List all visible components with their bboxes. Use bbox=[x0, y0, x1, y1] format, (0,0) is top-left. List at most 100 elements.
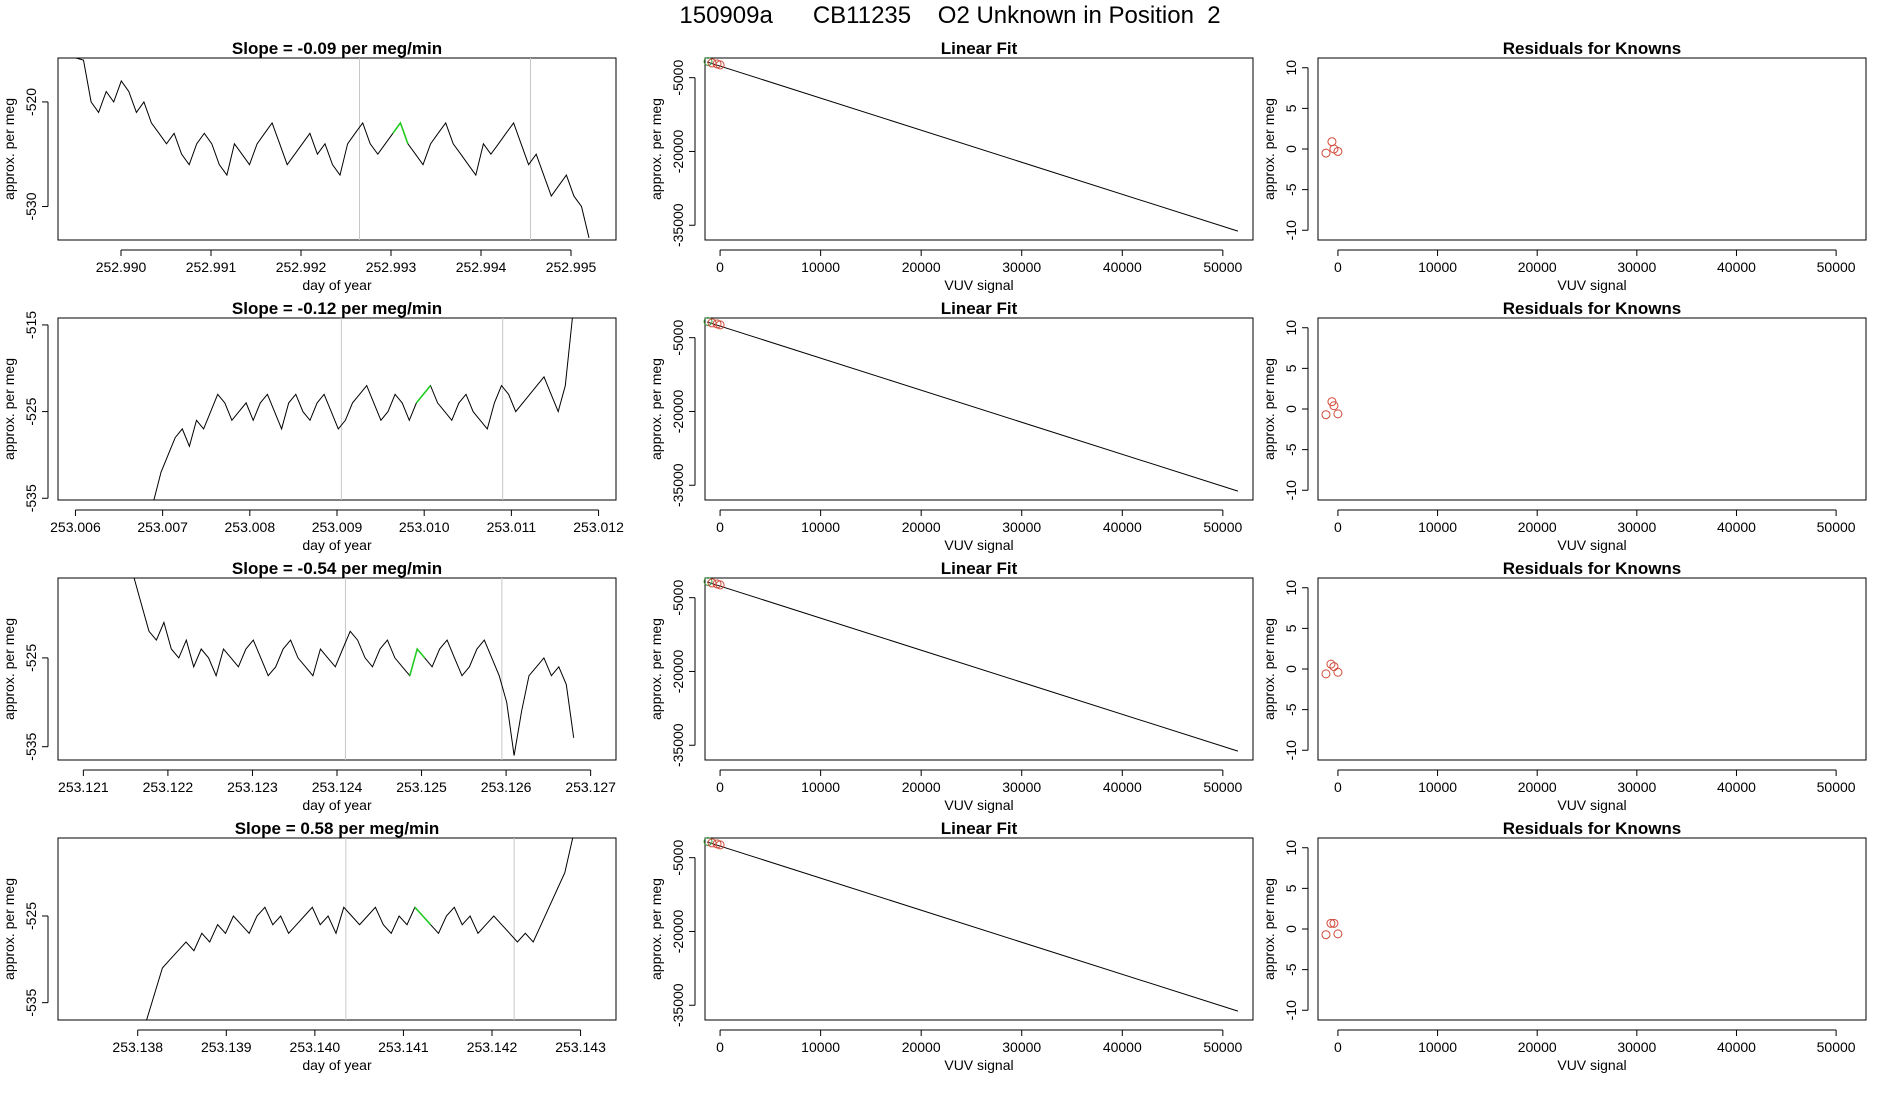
resid-y-tick-label: -10 bbox=[1283, 480, 1299, 500]
time-y-tick-label: -525 bbox=[23, 644, 39, 672]
resid-y-tick-label: 10 bbox=[1283, 580, 1299, 596]
resid-panel-title: Residuals for Knowns bbox=[1503, 299, 1682, 318]
fit-x-tick-label: 40000 bbox=[1103, 519, 1142, 535]
time-x-tick-label: 253.142 bbox=[467, 1039, 518, 1055]
resid-x-tick-label: 50000 bbox=[1817, 259, 1856, 275]
fit-y-tick-label: -5000 bbox=[670, 840, 686, 876]
resid-panel-frame bbox=[1317, 317, 1867, 501]
resid-panel-frame bbox=[1317, 837, 1867, 1021]
time-series-line bbox=[133, 577, 575, 756]
time-series-line bbox=[75, 57, 590, 239]
resid-y-tick-label: -10 bbox=[1283, 220, 1299, 240]
time-y-axis-label: approx. per meg bbox=[1, 878, 17, 980]
fit-y-tick-label: -20000 bbox=[670, 129, 686, 173]
resid-y-tick-label: 10 bbox=[1283, 320, 1299, 336]
time-x-tick-label: 253.122 bbox=[143, 779, 194, 795]
fit-unknown-point bbox=[703, 56, 713, 66]
resid-y-tick-label: 10 bbox=[1283, 840, 1299, 856]
fit-x-tick-label: 10000 bbox=[801, 259, 840, 275]
time-x-tick-label: 253.012 bbox=[573, 519, 624, 535]
fit-x-tick-label: 0 bbox=[716, 779, 724, 795]
time-x-tick-label: 253.140 bbox=[290, 1039, 341, 1055]
fit-y-axis-label: approx. per meg bbox=[648, 98, 664, 200]
time-x-tick-label: 253.010 bbox=[399, 519, 450, 535]
time-panel-title: Slope = -0.54 per meg/min bbox=[232, 559, 442, 578]
fit-x-tick-label: 0 bbox=[716, 1039, 724, 1055]
fit-x-tick-label: 20000 bbox=[902, 259, 941, 275]
resid-y-axis-label: approx. per meg bbox=[1261, 358, 1277, 460]
fit-x-tick-label: 0 bbox=[716, 519, 724, 535]
resid-y-tick-label: -5 bbox=[1283, 963, 1299, 976]
resid-y-tick-label: 5 bbox=[1283, 624, 1299, 632]
time-panel-frame bbox=[57, 577, 617, 761]
fit-x-tick-label: 40000 bbox=[1103, 1039, 1142, 1055]
resid-y-axis-label: approx. per meg bbox=[1261, 618, 1277, 720]
time-x-tick-label: 253.008 bbox=[225, 519, 276, 535]
time-x-tick-label: 252.991 bbox=[186, 259, 237, 275]
time-panel-title: Slope = -0.12 per meg/min bbox=[232, 299, 442, 318]
time-x-tick-label: 253.007 bbox=[137, 519, 188, 535]
resid-x-tick-label: 50000 bbox=[1817, 779, 1856, 795]
resid-y-tick-label: 0 bbox=[1283, 405, 1299, 413]
resid-x-tick-label: 10000 bbox=[1418, 779, 1457, 795]
time-x-tick-label: 253.127 bbox=[565, 779, 616, 795]
resid-panel-frame bbox=[1317, 57, 1867, 241]
time-y-tick-label: -535 bbox=[23, 732, 39, 760]
fit-x-tick-label: 40000 bbox=[1103, 779, 1142, 795]
time-x-tick-label: 252.995 bbox=[546, 259, 597, 275]
time-series-highlight bbox=[414, 906, 432, 926]
resid-x-tick-label: 0 bbox=[1334, 259, 1342, 275]
time-x-axis-label: day of year bbox=[302, 277, 372, 293]
time-panel-frame bbox=[57, 837, 617, 1021]
residual-point bbox=[1327, 397, 1337, 407]
resid-y-tick-label: -5 bbox=[1283, 183, 1299, 196]
fit-x-axis-label: VUV signal bbox=[944, 277, 1013, 293]
fit-y-axis-label: approx. per meg bbox=[648, 618, 664, 720]
fit-x-tick-label: 0 bbox=[716, 259, 724, 275]
fit-x-axis-label: VUV signal bbox=[944, 537, 1013, 553]
time-x-tick-label: 253.009 bbox=[312, 519, 363, 535]
residual-point bbox=[1321, 669, 1331, 679]
fit-y-tick-label: -35000 bbox=[670, 203, 686, 247]
time-y-tick-label: -535 bbox=[23, 484, 39, 512]
time-x-tick-label: 252.994 bbox=[456, 259, 507, 275]
resid-x-tick-label: 40000 bbox=[1717, 519, 1756, 535]
time-x-tick-label: 253.011 bbox=[487, 519, 537, 535]
time-x-tick-label: 253.006 bbox=[50, 519, 101, 535]
time-x-tick-label: 253.138 bbox=[112, 1039, 163, 1055]
resid-x-tick-label: 0 bbox=[1334, 1039, 1342, 1055]
time-x-tick-label: 253.141 bbox=[378, 1039, 429, 1055]
fit-x-tick-label: 20000 bbox=[902, 779, 941, 795]
fit-x-tick-label: 30000 bbox=[1002, 519, 1041, 535]
resid-y-tick-label: 0 bbox=[1283, 665, 1299, 673]
time-y-tick-label: -525 bbox=[23, 902, 39, 930]
time-x-tick-label: 253.143 bbox=[555, 1039, 606, 1055]
time-x-tick-label: 253.123 bbox=[227, 779, 278, 795]
resid-x-tick-label: 40000 bbox=[1717, 259, 1756, 275]
fit-y-tick-label: -20000 bbox=[670, 909, 686, 953]
fit-x-tick-label: 50000 bbox=[1203, 1039, 1242, 1055]
resid-y-tick-label: 5 bbox=[1283, 884, 1299, 892]
fit-line bbox=[706, 61, 1239, 232]
resid-x-tick-label: 30000 bbox=[1617, 779, 1656, 795]
resid-y-axis-label: approx. per meg bbox=[1261, 98, 1277, 200]
time-x-tick-label: 253.126 bbox=[481, 779, 532, 795]
time-x-axis-label: day of year bbox=[302, 537, 372, 553]
resid-y-tick-label: 10 bbox=[1283, 60, 1299, 76]
fit-x-tick-label: 10000 bbox=[801, 519, 840, 535]
resid-panel-frame bbox=[1317, 577, 1867, 761]
fit-y-tick-label: -20000 bbox=[670, 649, 686, 693]
resid-x-axis-label: VUV signal bbox=[1557, 797, 1626, 813]
resid-x-tick-label: 20000 bbox=[1518, 259, 1557, 275]
time-x-tick-label: 253.139 bbox=[201, 1039, 252, 1055]
resid-x-tick-label: 10000 bbox=[1418, 1039, 1457, 1055]
fit-y-tick-label: -35000 bbox=[670, 983, 686, 1027]
resid-y-tick-label: 5 bbox=[1283, 104, 1299, 112]
fit-x-tick-label: 10000 bbox=[801, 1039, 840, 1055]
time-y-tick-label: -525 bbox=[23, 397, 39, 425]
time-y-axis-label: approx. per meg bbox=[1, 358, 17, 460]
time-series-highlight bbox=[409, 647, 426, 676]
resid-x-tick-label: 20000 bbox=[1518, 779, 1557, 795]
time-panel-title: Slope = -0.09 per meg/min bbox=[232, 39, 442, 58]
time-series-line bbox=[146, 837, 581, 1021]
